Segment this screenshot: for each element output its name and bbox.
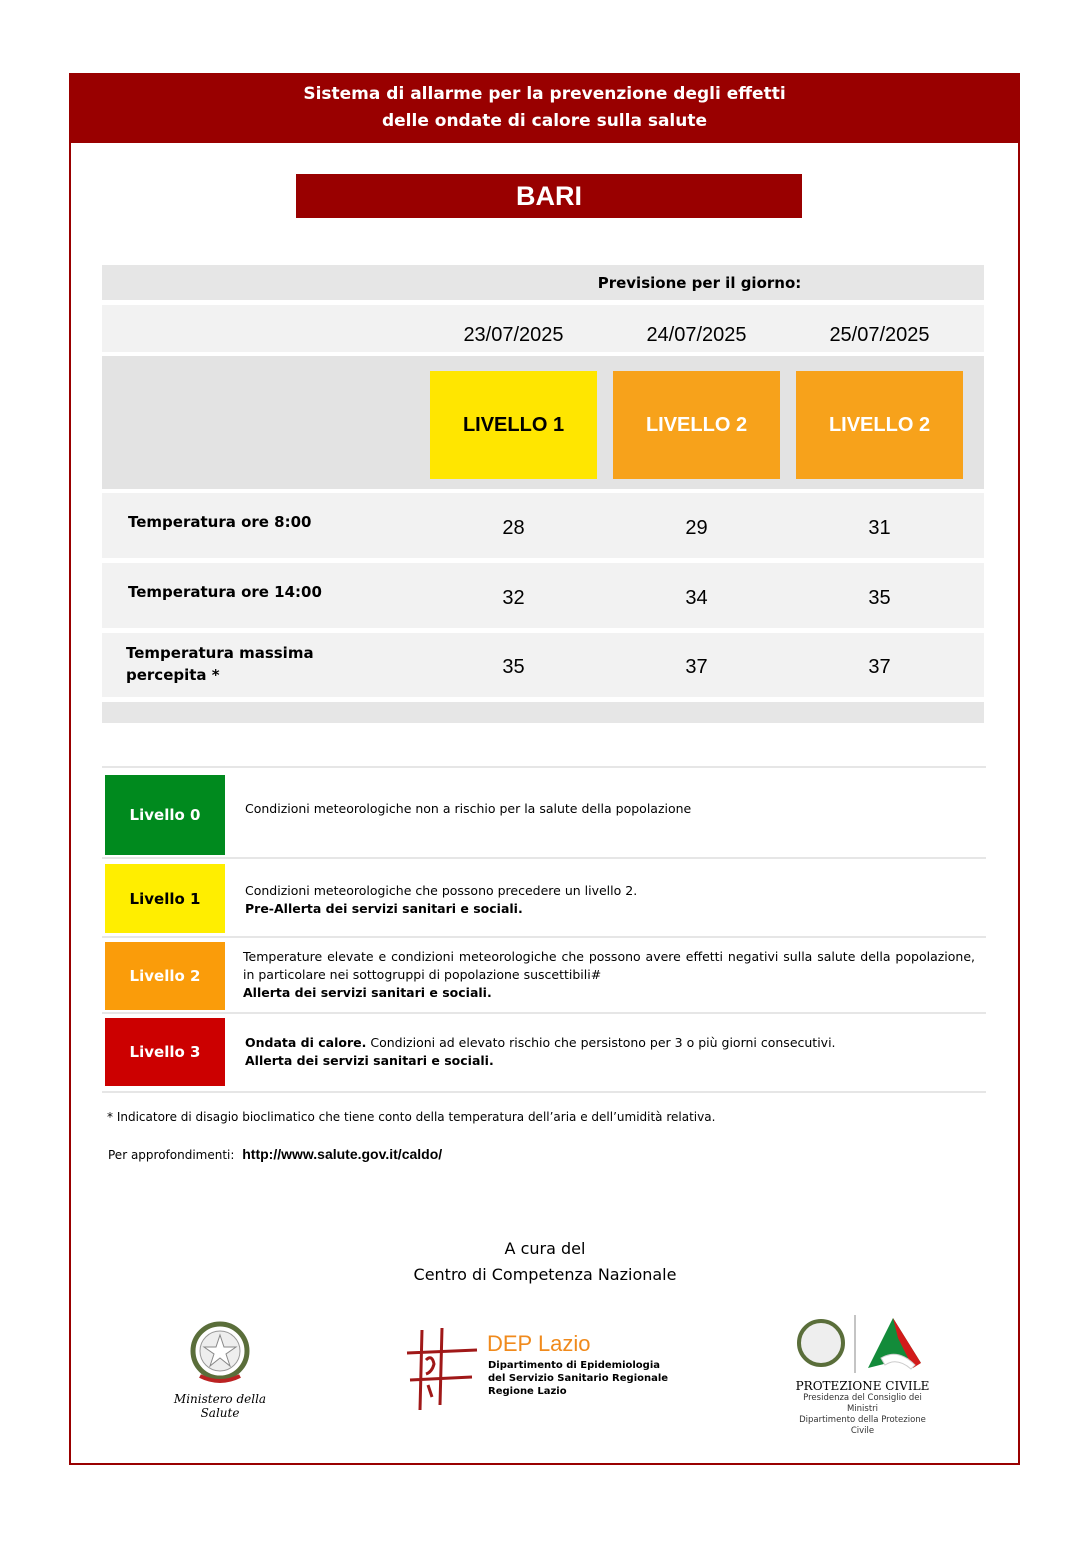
dep-mark-icon bbox=[406, 1327, 478, 1410]
header-title-line1: Sistema di allarme per la prevenzione de… bbox=[303, 84, 786, 104]
cell-value: 37 bbox=[868, 656, 891, 678]
cell-value: 34 bbox=[685, 587, 708, 609]
cell-value: 31 bbox=[868, 517, 891, 539]
level-badge-day3: LIVELLO 2 bbox=[796, 371, 963, 479]
cell-value: 35 bbox=[502, 656, 525, 678]
legend-level-2-desc: Temperature elevate e condizioni meteoro… bbox=[243, 949, 975, 982]
cell-value: 29 bbox=[685, 517, 708, 539]
city-title: BARI bbox=[296, 174, 802, 218]
protezione-line2: Dipartimento della Protezione Civile bbox=[799, 1415, 926, 1436]
date-3: 25/07/2025 bbox=[829, 324, 930, 346]
table-row: Temperatura ore 14:00 32 34 35 bbox=[102, 563, 984, 628]
row-label: Temperatura massima percepita * bbox=[126, 642, 314, 686]
dep-logo-text: Dipartimento di Epidemiologia del Serviz… bbox=[488, 1359, 668, 1398]
row-label: Temperatura ore 8:00 bbox=[128, 513, 312, 531]
ministero-logo-text: Ministero della Salute bbox=[173, 1392, 267, 1420]
level-badge-day1: LIVELLO 1 bbox=[430, 371, 597, 479]
credits: A cura del Centro di Competenza Nazional… bbox=[300, 1236, 790, 1288]
dates-row: 23/07/2025 24/07/2025 25/07/2025 bbox=[102, 305, 984, 352]
dep-lazio-logo: DEP Lazio Dipartimento di Epidemiologia … bbox=[402, 1325, 672, 1415]
table-footer-strip bbox=[102, 702, 984, 723]
row-label-line2: percepita * bbox=[126, 666, 220, 684]
cell-value: 32 bbox=[502, 587, 525, 609]
legend-level-0-swatch: Livello 0 bbox=[105, 775, 225, 855]
legend-level-0-text: Condizioni meteorologiche non a rischio … bbox=[245, 801, 692, 816]
level-badge-day2: LIVELLO 2 bbox=[613, 371, 780, 479]
legend-level-1-text: Condizioni meteorologiche che possono pr… bbox=[245, 882, 977, 918]
legend-level-3-text: Ondata di calore. Condizioni ad elevato … bbox=[245, 1034, 977, 1070]
date-1: 23/07/2025 bbox=[463, 324, 564, 346]
dep-line1: Dipartimento di Epidemiologia bbox=[488, 1360, 661, 1371]
table-row: Temperatura massima percepita * 35 37 37 bbox=[102, 633, 984, 697]
levels-row: LIVELLO 1 LIVELLO 2 LIVELLO 2 bbox=[102, 356, 984, 489]
protezione-line1: Presidenza del Consiglio dei Ministri bbox=[803, 1393, 922, 1414]
ministero-logo: Ministero della Salute bbox=[160, 1318, 280, 1420]
more-info-link[interactable]: http://www.salute.gov.it/caldo/ bbox=[242, 1146, 443, 1162]
emblem-icon bbox=[190, 1321, 250, 1383]
credits-line2: Centro di Competenza Nazionale bbox=[413, 1265, 677, 1284]
row-label: Temperatura ore 14:00 bbox=[128, 583, 322, 601]
divider bbox=[102, 1091, 986, 1093]
cell-value: 35 bbox=[868, 587, 891, 609]
protezione-civile-emblem-icon bbox=[796, 1315, 921, 1373]
legend-level-2-text: Temperature elevate e condizioni meteoro… bbox=[243, 948, 975, 1002]
footnote: * Indicatore di disagio bioclimatico che… bbox=[107, 1110, 716, 1124]
header-title-line2: delle ondate di calore sulla salute bbox=[381, 111, 708, 131]
divider bbox=[102, 766, 986, 768]
cell-value: 37 bbox=[685, 656, 708, 678]
more-info: Per approfondimenti: http://www.salute.g… bbox=[108, 1146, 442, 1162]
forecast-caption-row: Previsione per il giorno: bbox=[102, 265, 984, 300]
divider bbox=[102, 1012, 986, 1014]
legend-level-3-desc: Condizioni ad elevato rischio che persis… bbox=[366, 1035, 836, 1050]
more-info-label: Per approfondimenti: bbox=[108, 1148, 235, 1162]
legend-level-3-action: Allerta dei servizi sanitari e sociali. bbox=[245, 1053, 494, 1068]
header-banner: Sistema di allarme per la prevenzione de… bbox=[69, 73, 1020, 143]
legend-level-1-desc: Condizioni meteorologiche che possono pr… bbox=[245, 883, 638, 898]
divider bbox=[102, 936, 986, 938]
dep-line2: del Servizio Sanitario Regionale bbox=[488, 1373, 669, 1384]
legend-level-2-swatch: Livello 2 bbox=[105, 942, 225, 1010]
protezione-logo-name: PROTEZIONE CIVILE bbox=[795, 1379, 930, 1393]
protezione-civile-logo: PROTEZIONE CIVILE Presidenza del Consigl… bbox=[790, 1313, 935, 1436]
legend-level-1-action: Pre-Allerta dei servizi sanitari e socia… bbox=[245, 901, 523, 916]
dep-line3: Regione Lazio bbox=[488, 1386, 567, 1397]
legend-level-1-swatch: Livello 1 bbox=[105, 864, 225, 933]
legend-level-3-swatch: Livello 3 bbox=[105, 1018, 225, 1086]
row-label-line1: Temperatura massima bbox=[126, 644, 314, 662]
date-2: 24/07/2025 bbox=[646, 324, 747, 346]
protezione-logo-text: Presidenza del Consiglio dei Ministri Di… bbox=[790, 1393, 935, 1437]
table-row: Temperatura ore 8:00 28 29 31 bbox=[102, 493, 984, 558]
forecast-caption: Previsione per il giorno: bbox=[597, 274, 802, 292]
divider bbox=[102, 857, 986, 859]
cell-value: 28 bbox=[502, 517, 525, 539]
dep-logo-name: DEP Lazio bbox=[487, 1331, 591, 1356]
credits-line1: A cura del bbox=[504, 1239, 586, 1258]
legend-level-2-action: Allerta dei servizi sanitari e sociali. bbox=[243, 985, 492, 1000]
legend-level-3-lead: Ondata di calore. bbox=[245, 1035, 367, 1050]
